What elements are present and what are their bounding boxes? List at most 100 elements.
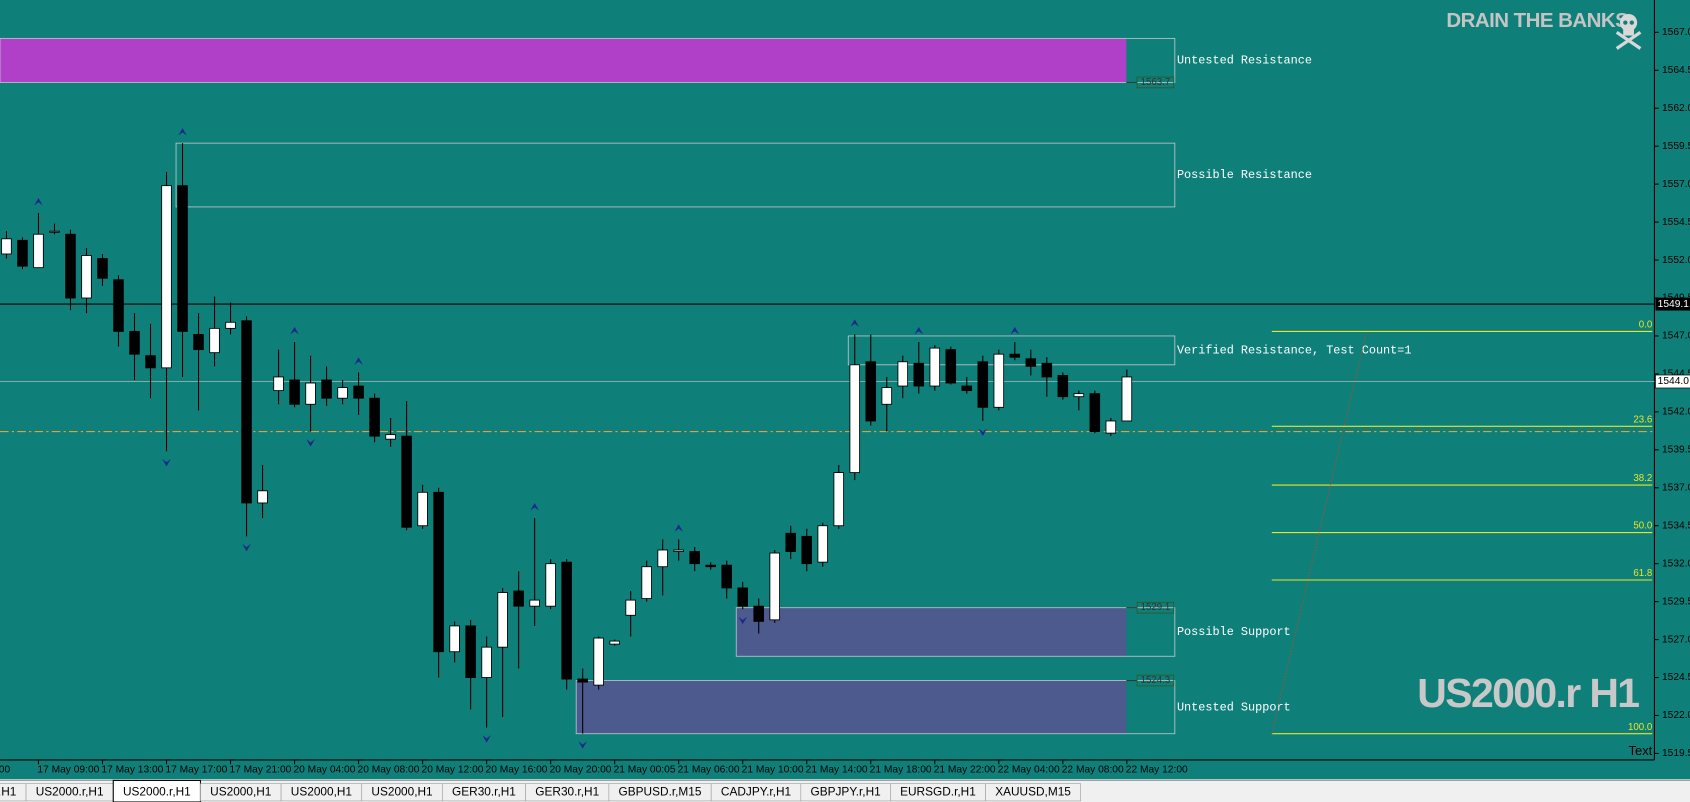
candle-body [897, 361, 909, 387]
y-tick-label: 1542.0 [1662, 407, 1690, 418]
chart-background [0, 0, 1690, 780]
candle-body [913, 362, 925, 387]
zone-label: Untested Resistance [1177, 54, 1312, 68]
y-tick-label: 1529.5 [1662, 596, 1690, 607]
tab-label[interactable]: GBPJPY.r,H1 [811, 784, 882, 798]
symbol-watermark: US2000.r H1 [1417, 670, 1639, 716]
zone-price-box [1136, 76, 1175, 89]
fractal-up [290, 326, 299, 335]
tab-label[interactable]: US2000,H1 [210, 784, 272, 798]
zone-price-box [1136, 601, 1175, 614]
candle-body [881, 387, 893, 405]
zone-label: Possible Support [1177, 625, 1291, 639]
zone-fill [736, 607, 1127, 657]
candle-body [577, 678, 588, 683]
x-tick-label: 17 May 09:00 [37, 764, 99, 775]
candle-body [97, 258, 108, 279]
tab-label[interactable]: GER30.r,H1 [452, 784, 516, 798]
current-price-box [1655, 374, 1690, 389]
zone-outline [847, 335, 1176, 366]
fib-label: 61.8 [1633, 568, 1652, 579]
y-tick-label: 1564.5 [1662, 65, 1690, 76]
candle-body [65, 233, 76, 299]
y-tick-label: 1552.0 [1662, 255, 1690, 266]
candle-body [1089, 393, 1101, 433]
skull-icon [1615, 14, 1642, 50]
candle-body [289, 379, 300, 405]
candle-body [625, 599, 636, 616]
candle-body [929, 347, 941, 387]
tab-label[interactable]: CADJPY.r,H1 [721, 784, 792, 798]
bone [1615, 31, 1642, 50]
y-tick-label: 1547.0 [1662, 331, 1690, 342]
candle-body [145, 355, 156, 369]
zone-fill [0, 38, 1127, 83]
x-tick-label: 21 May 14:00 [806, 764, 868, 775]
fib-label: 50.0 [1633, 521, 1652, 532]
candle-body [193, 334, 204, 351]
candle-body [449, 625, 460, 653]
candle-body [945, 349, 957, 384]
fib-trend [1271, 331, 1368, 734]
tab-label[interactable]: US2000,H1 [371, 784, 433, 798]
x-tick-label: 17 May 17:00 [165, 764, 227, 775]
candle-body [209, 327, 220, 354]
y-tick-label: 1557.0 [1662, 179, 1690, 190]
candle-body [865, 361, 877, 422]
candle-body [369, 397, 380, 437]
fractal-down [482, 735, 491, 743]
fib-label: 38.2 [1633, 473, 1652, 484]
x-tick-label: 21 May 18:00 [870, 764, 932, 775]
tab[interactable] [985, 783, 1081, 802]
candle-body [721, 564, 732, 589]
zone-price-label: 1563.7 [1141, 77, 1171, 88]
candle-body [1121, 376, 1133, 422]
candle-body [1041, 362, 1053, 378]
x-tick-label: 17 May 13:00 [101, 764, 163, 775]
candle-body [753, 605, 765, 622]
tab-label[interactable]: GBPUSD.r,M15 [619, 784, 702, 798]
tab-label[interactable]: XAUUSD,M15 [995, 784, 1071, 798]
candle-body [993, 353, 1005, 408]
tab-label[interactable]: US2000.r,H1 [123, 784, 191, 798]
tab-label[interactable]: r,H1 [0, 784, 17, 798]
fractal-down [242, 543, 251, 552]
candle-body [241, 320, 252, 504]
fractal-up [354, 357, 363, 365]
candle-body [545, 563, 556, 607]
candle-body [417, 491, 428, 527]
y-tick-label: 1532.0 [1662, 558, 1690, 569]
level-price-box [1655, 297, 1690, 311]
candle-body [497, 592, 508, 648]
candle-body [81, 255, 92, 299]
tab-label[interactable]: EURSGD.r,H1 [900, 784, 976, 798]
fractal-up [34, 197, 43, 206]
jaw [1623, 26, 1634, 36]
fractal-down [162, 458, 171, 467]
fib-label: 23.6 [1633, 414, 1652, 425]
tab-label[interactable]: US2000.r,H1 [36, 784, 104, 798]
candle-body [129, 330, 140, 355]
eye [1629, 20, 1634, 25]
tab-label[interactable]: US2000,H1 [291, 784, 353, 798]
zone-outline [735, 607, 1176, 657]
y-tick-label: 1554.5 [1662, 217, 1690, 228]
x-tick-label: 22 May 04:00 [998, 764, 1060, 775]
y-tick-label: 1562.0 [1662, 103, 1690, 114]
x-tick-label: 21 May 22:00 [934, 764, 996, 775]
zone-outline [575, 680, 1176, 735]
candle-body [385, 434, 396, 440]
candle-body [673, 549, 684, 552]
tab-label[interactable]: GER30.r,H1 [535, 784, 599, 798]
candle-body [737, 587, 748, 607]
candle-body [321, 379, 332, 399]
x-tick-label: 21 May 10:00 [742, 764, 804, 775]
fractal-down [738, 616, 748, 625]
y-tick-label: 1539.5 [1662, 445, 1690, 456]
corner-text: Text [1629, 743, 1653, 758]
y-tick-label: 1519.5 [1662, 748, 1690, 759]
candle-body [433, 491, 444, 653]
candle-body [257, 490, 268, 504]
